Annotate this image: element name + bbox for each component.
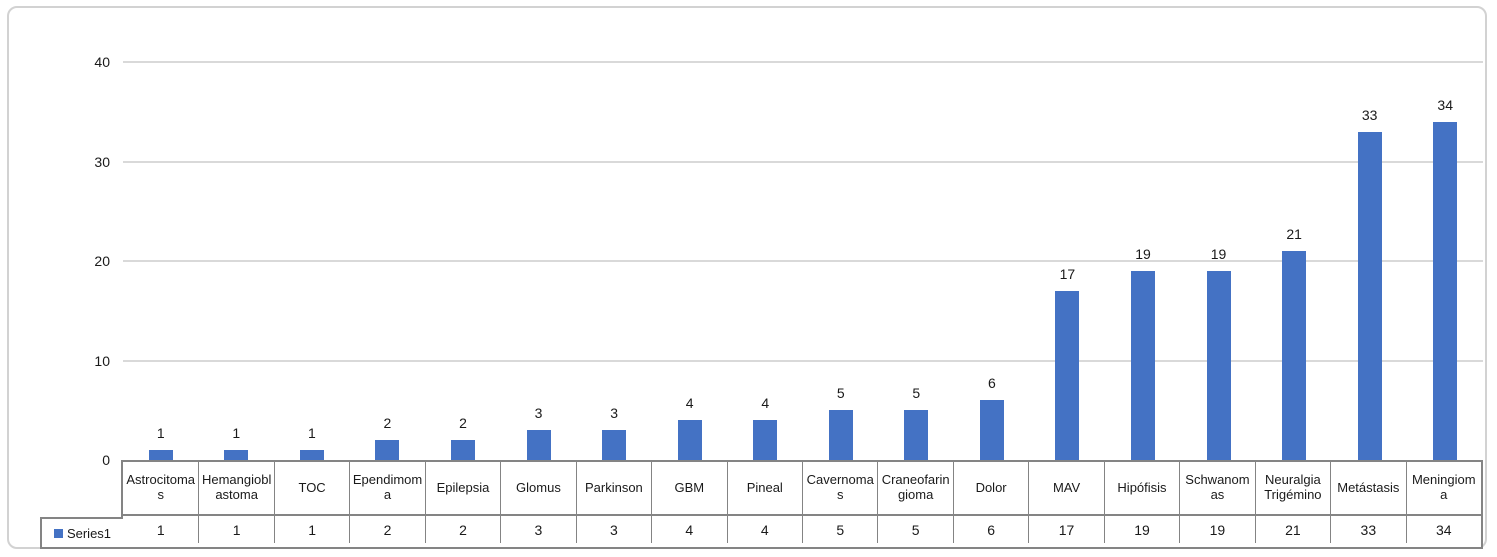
bar: [1206, 270, 1231, 460]
bar: [375, 440, 400, 460]
bar: [148, 450, 173, 460]
value-cell: 3: [575, 516, 651, 543]
category-header-cell: Ependimoma: [349, 462, 425, 516]
category-header-cell: Schwanomas: [1179, 462, 1255, 516]
bar: [1055, 290, 1080, 460]
bar: [451, 440, 475, 460]
value-cell: 4: [726, 516, 802, 543]
bar-value-label: 2: [383, 415, 392, 432]
gridline: [123, 359, 1483, 362]
category-header-cell: Glomus: [500, 462, 576, 516]
value-cell: 6: [952, 516, 1028, 543]
value-cell: 19: [1103, 516, 1179, 543]
category-header-cell: Pineal: [726, 462, 802, 516]
category-header-cell: Metástasis: [1330, 462, 1406, 516]
bar-value-label: 1: [307, 425, 316, 442]
category-header-cell: Neuralgia Trigémino: [1254, 462, 1331, 516]
bar: [753, 420, 778, 460]
bar-value-label: 17: [1059, 265, 1076, 282]
bar: [677, 420, 702, 460]
bar-value-label: 34: [1437, 96, 1453, 113]
y-axis-tick-label: 10: [94, 352, 110, 369]
bar: [1282, 251, 1307, 460]
bar-value-label: 33: [1361, 106, 1378, 123]
value-cell: 5: [877, 516, 952, 543]
gridline: [123, 260, 1483, 262]
value-cell: 33: [1330, 516, 1405, 543]
category-header-cell: Hemangioblastoma: [198, 462, 274, 516]
value-cell: 17: [1028, 516, 1103, 543]
bar: [526, 430, 551, 460]
bar-value-label: 3: [610, 405, 618, 422]
bar-value-label: 21: [1286, 226, 1302, 243]
bar-value-label: 1: [156, 425, 165, 442]
bar-value-label: 19: [1210, 245, 1227, 262]
gridline: [123, 160, 1483, 163]
bar: [1433, 121, 1458, 460]
category-header-cell: TOC: [273, 462, 350, 516]
series1-legend-swatch: [53, 528, 63, 538]
bar-value-label: 3: [534, 405, 543, 422]
value-cell: 2: [424, 516, 500, 543]
bar-value-label: 1: [232, 425, 241, 442]
category-header-cell: Cavernomas: [801, 462, 878, 516]
bar: [904, 410, 929, 460]
bar-value-label: 19: [1135, 245, 1151, 262]
category-header-cell: Dolor: [952, 462, 1029, 516]
category-header-cell: Hipófisis: [1103, 462, 1180, 516]
data-table: Astrocitomas Hemangioblastoma TOC Ependimom…: [121, 460, 1483, 549]
category-header-cell: Meningioma: [1405, 462, 1481, 516]
bar-value-label: 5: [912, 385, 921, 402]
bar: [602, 430, 627, 460]
category-header-cell: Epilepsia: [424, 462, 501, 516]
value-cell: 2: [349, 516, 424, 543]
category-header-cell: Parkinson: [575, 462, 652, 516]
value-cell: 34: [1405, 516, 1481, 543]
gridline: [123, 61, 1483, 63]
y-axis-tick-label: 0: [102, 452, 110, 468]
value-cell: 21: [1254, 516, 1330, 543]
bar-value-label: 2: [459, 415, 467, 432]
category-header-cell: MAV: [1028, 462, 1104, 516]
bar: [299, 450, 324, 460]
legend-label: Series1: [66, 525, 112, 541]
bar: [828, 410, 853, 460]
category-header-cell: GBM: [651, 462, 727, 516]
value-cell: 1: [198, 516, 273, 543]
value-cell: 5: [801, 516, 877, 543]
category-header-cell: Craneofaringioma: [877, 462, 953, 516]
value-cell: 19: [1179, 516, 1254, 543]
value-cell: 1: [273, 516, 349, 543]
bar: [1131, 270, 1155, 460]
bar-value-label: 5: [836, 385, 845, 402]
category-header-cell: Astrocitomas: [123, 462, 199, 516]
bar-value-label: 6: [987, 375, 996, 392]
y-axis-tick-label: 20: [94, 253, 110, 269]
bar: [224, 450, 249, 460]
bar-value-label: 4: [761, 395, 770, 412]
value-cell: 1: [156, 521, 165, 538]
bar: [979, 400, 1004, 460]
bar-value-label: 4: [685, 395, 694, 412]
value-cell: 3: [500, 516, 575, 543]
legend: Series1: [40, 517, 123, 549]
value-cell: 4: [651, 516, 726, 543]
y-axis-tick-label: 30: [94, 153, 110, 170]
y-axis-tick-label: 40: [94, 54, 110, 70]
bar: [1357, 131, 1382, 460]
